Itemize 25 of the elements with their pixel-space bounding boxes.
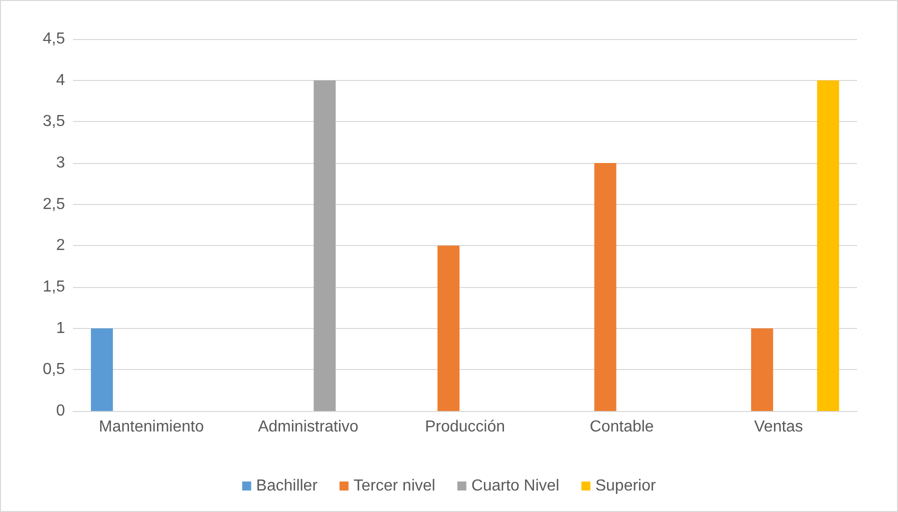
y-tick-label: 3: [56, 154, 66, 172]
legend-label: Cuarto Nivel: [471, 478, 560, 494]
bar: [438, 246, 460, 411]
bar: [90, 328, 113, 411]
x-tick-label: Contable: [590, 418, 654, 436]
y-tick-label: 4: [56, 72, 66, 89]
x-tick-label: Administrativo: [258, 418, 359, 436]
bar: [751, 328, 774, 411]
legend-label: Superior: [595, 478, 657, 494]
y-tick-label: 4,5: [42, 30, 66, 48]
y-tick-label: 1,5: [42, 278, 66, 296]
y-tick-label: 2,5: [42, 196, 66, 213]
y-tick-label: 2: [56, 237, 66, 254]
bar: [314, 80, 336, 411]
bar: [594, 163, 616, 411]
legend-label: Bachiller: [256, 478, 318, 494]
x-tick-label: Mantenimiento: [98, 418, 204, 436]
y-tick-label: 0,5: [42, 361, 66, 378]
y-tick-label: 3,5: [42, 113, 66, 130]
y-tick-label: 0: [56, 402, 66, 420]
x-tick-label: Producción: [424, 418, 506, 436]
y-tick-label: 1: [56, 320, 66, 337]
x-tick-label: Ventas: [754, 418, 804, 436]
bar: [817, 80, 840, 411]
legend-label: Tercer nivel: [354, 478, 436, 494]
